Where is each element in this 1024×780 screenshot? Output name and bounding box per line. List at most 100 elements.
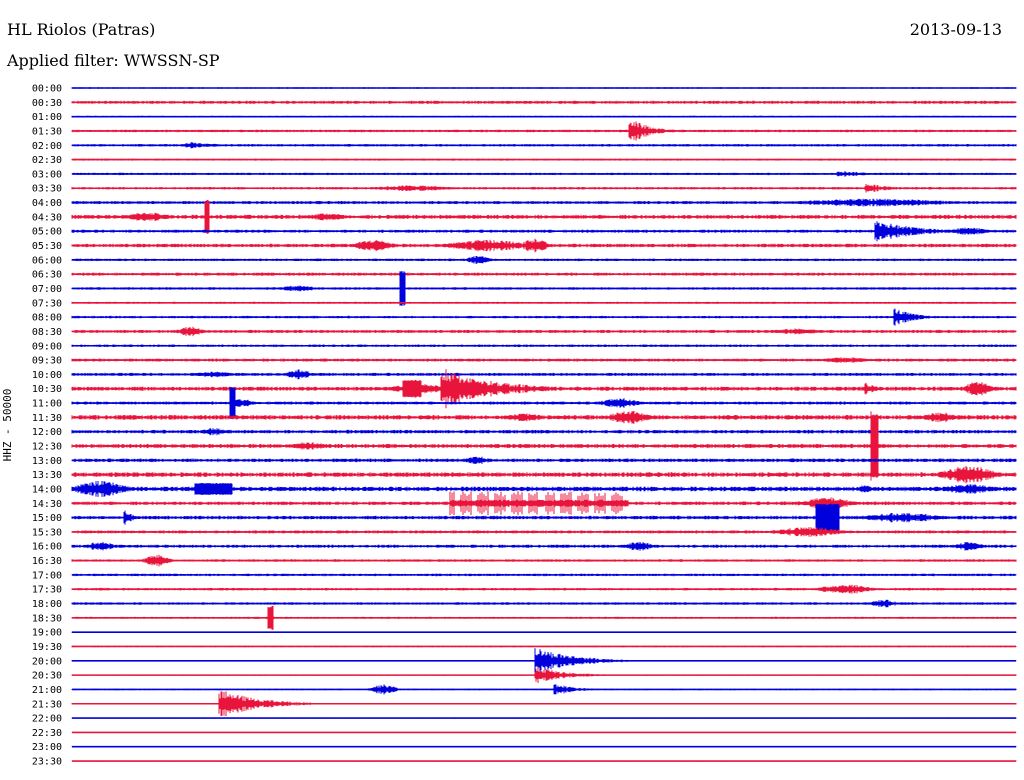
- row-time-label: 21:00: [32, 685, 62, 696]
- seismic-trace: [71, 121, 1017, 141]
- seismic-trace: [71, 87, 1017, 89]
- seismic-trace: [71, 456, 1017, 464]
- seismic-trace: [71, 184, 1017, 193]
- row-time-label: 08:00: [32, 313, 62, 324]
- seismic-trace: [71, 115, 1017, 118]
- seismic-trace: [71, 238, 1017, 253]
- row-time-label: 18:00: [32, 599, 62, 610]
- row-time-label: 05:30: [32, 241, 62, 252]
- seismic-trace: [71, 691, 1017, 716]
- seismic-trace: [71, 481, 1017, 497]
- seismic-trace: [71, 428, 1017, 436]
- row-time-label: 10:30: [32, 384, 62, 395]
- row-time-label: 07:30: [32, 298, 62, 309]
- row-time-label: 08:30: [32, 327, 62, 338]
- seismic-trace: [71, 667, 1017, 683]
- seismic-trace: [71, 301, 1017, 304]
- seismic-trace: [71, 369, 1017, 409]
- seismic-trace: [71, 541, 1017, 551]
- seismic-trace: [71, 731, 1017, 733]
- row-time-label: 03:30: [32, 184, 62, 195]
- row-time-label: 13:00: [32, 456, 62, 467]
- seismic-trace: [71, 387, 1017, 419]
- row-time-label: 06:30: [32, 270, 62, 281]
- seismic-trace: [71, 308, 1017, 326]
- seismic-trace: [71, 760, 1017, 762]
- seismic-trace: [71, 527, 1017, 537]
- seismic-trace: [71, 272, 1017, 276]
- seismic-trace: [71, 554, 1017, 567]
- seismic-trace: [71, 503, 1017, 532]
- row-time-label: 18:30: [32, 613, 62, 624]
- seismic-trace: [71, 466, 1017, 484]
- row-time-label: 12:30: [32, 442, 62, 453]
- row-time-label: 11:30: [32, 413, 62, 424]
- seismic-trace: [71, 357, 1017, 363]
- row-time-label: 07:00: [32, 284, 62, 295]
- row-time-label: 05:00: [32, 227, 62, 238]
- filter-label: Applied filter: WWSSN-SP: [7, 51, 220, 70]
- row-time-label: 04:00: [32, 198, 62, 209]
- row-time-label: 00:30: [32, 98, 62, 109]
- row-time-label: 19:00: [32, 628, 62, 639]
- seismic-trace: [71, 344, 1017, 348]
- row-time-label: 02:30: [32, 155, 62, 166]
- row-time-label: 20:00: [32, 656, 62, 667]
- row-time-label: 11:00: [32, 399, 62, 410]
- seismic-trace: [71, 584, 1017, 594]
- record-date: 2013-09-13: [909, 20, 1002, 39]
- seismic-trace: [71, 198, 1017, 207]
- seismic-trace: [71, 717, 1017, 719]
- row-time-label: 09:30: [32, 356, 62, 367]
- seismic-trace: [71, 605, 1017, 630]
- row-time-label: 22:30: [32, 728, 62, 739]
- row-time-label: 15:00: [32, 513, 62, 524]
- seismic-trace: [71, 271, 1017, 306]
- row-time-label: 03:00: [32, 169, 62, 180]
- row-time-label: 17:00: [32, 570, 62, 581]
- row-time-label: 04:30: [32, 212, 62, 223]
- row-time-label: 14:00: [32, 484, 62, 495]
- row-time-label: 00:00: [32, 84, 62, 95]
- row-time-label: 19:30: [32, 642, 62, 653]
- row-time-label: 17:30: [32, 585, 62, 596]
- seismic-trace: [71, 411, 1017, 481]
- row-time-label: 23:30: [32, 757, 62, 768]
- row-time-label: 13:30: [32, 470, 62, 481]
- seismic-trace: [71, 573, 1017, 577]
- seismic-trace: [71, 599, 1017, 608]
- seismic-trace: [71, 369, 1017, 380]
- seismic-trace: [71, 684, 1017, 695]
- row-time-label: 22:00: [32, 714, 62, 725]
- seismic-trace: [71, 221, 1017, 242]
- row-time-label: 09:00: [32, 341, 62, 352]
- row-time-label: 12:00: [32, 427, 62, 438]
- row-time-label: 06:00: [32, 255, 62, 266]
- row-time-label: 01:30: [32, 126, 62, 137]
- row-time-label: 21:30: [32, 699, 62, 710]
- trace-rows: 00:00 00:30 01:00 01:30 02:00 02:30 03:00 03:30…: [32, 84, 1017, 768]
- seismic-trace: [71, 200, 1017, 234]
- seismic-trace: [71, 491, 1017, 516]
- seismic-trace: [71, 142, 1017, 149]
- row-time-label: 20:30: [32, 671, 62, 682]
- seismic-trace: [71, 631, 1017, 633]
- row-time-label: 16:30: [32, 556, 62, 567]
- seismic-trace: [71, 158, 1017, 161]
- seismic-trace: [71, 410, 1017, 424]
- seismic-trace: [71, 100, 1017, 104]
- seismic-trace: [71, 746, 1017, 748]
- row-time-label: 23:00: [32, 742, 62, 753]
- row-time-label: 16:00: [32, 542, 62, 553]
- row-time-label: 01:00: [32, 112, 62, 123]
- seismic-trace: [71, 648, 1017, 674]
- seismic-trace: [71, 256, 1017, 264]
- row-time-label: 15:30: [32, 527, 62, 538]
- seismic-trace: [71, 326, 1017, 337]
- seismic-trace: [71, 645, 1017, 648]
- station-title: HL Riolos (Patras): [7, 20, 156, 39]
- row-time-label: 10:00: [32, 370, 62, 381]
- row-time-label: 02:00: [32, 141, 62, 152]
- seismic-trace: [71, 171, 1017, 177]
